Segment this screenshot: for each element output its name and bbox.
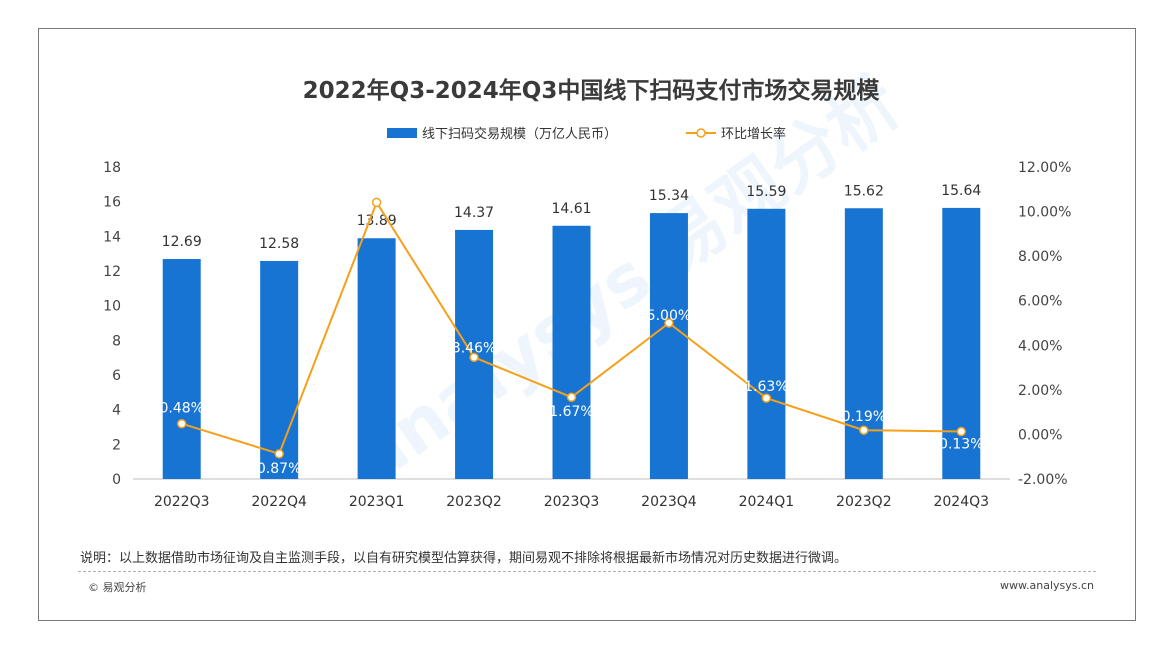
x-tick-label: 2023Q4 — [641, 494, 697, 510]
right-tick-label: 0.00% — [1018, 427, 1062, 443]
x-tick-label: 2023Q2 — [446, 494, 502, 510]
chart-title: 2022年Q3-2024年Q3中国线下扫码支付市场交易规模 — [303, 77, 881, 104]
growth-point — [664, 318, 674, 328]
x-tick-label: 2023Q3 — [544, 494, 600, 510]
right-tick-label: -2.00% — [1018, 472, 1068, 488]
growth-value-label: 0.13% — [939, 437, 983, 453]
growth-point — [371, 197, 382, 208]
right-tick-label: 12.00% — [1018, 160, 1071, 176]
left-tick-label: 18 — [103, 160, 121, 176]
bar-value-label: 13.89 — [357, 213, 397, 229]
left-tick-label: 4 — [112, 403, 121, 419]
growth-value-label: 5.00% — [647, 308, 691, 324]
growth-point — [274, 449, 284, 459]
bar-value-label: 15.34 — [649, 188, 689, 204]
x-tick-label: 2023Q1 — [349, 494, 405, 510]
growth-point — [761, 393, 772, 403]
left-tick-label: 8 — [112, 333, 121, 349]
growth-value-label: 0.19% — [842, 409, 886, 425]
left-tick-label: 10 — [103, 299, 121, 315]
bar-value-label: 15.62 — [844, 183, 884, 199]
legend-line-marker — [696, 128, 706, 138]
right-tick-label: 2.00% — [1018, 383, 1062, 399]
bar-value-label: 12.69 — [162, 234, 202, 250]
left-tick-label: 14 — [103, 229, 121, 245]
growth-value-label: 1.67% — [549, 404, 593, 420]
bar — [649, 213, 688, 479]
bar — [844, 208, 883, 479]
x-tick-label: 2022Q3 — [154, 494, 210, 510]
growth-point — [566, 392, 577, 402]
x-tick-label: 2024Q1 — [739, 494, 795, 510]
right-tick-label: 6.00% — [1018, 294, 1062, 310]
left-tick-label: 12 — [103, 264, 121, 280]
growth-value-label: 0.48% — [159, 401, 203, 417]
bar — [162, 259, 201, 479]
source-url: www.analysys.cn — [1000, 579, 1094, 592]
growth-value-label: 0.87% — [257, 461, 301, 477]
bar — [552, 225, 591, 479]
right-tick-label: 4.00% — [1018, 338, 1062, 354]
legend-line-label: 环比增长率 — [721, 126, 786, 142]
bar-value-label: 15.64 — [941, 183, 981, 199]
bar-value-label: 12.58 — [259, 236, 299, 252]
bar-value-label: 14.61 — [551, 201, 591, 217]
growth-point — [859, 425, 869, 435]
growth-point — [956, 426, 967, 437]
right-tick-label: 8.00% — [1018, 249, 1062, 265]
growth-value-label: 1.63% — [744, 379, 788, 395]
footer-divider — [78, 571, 1096, 572]
left-tick-label: 16 — [103, 195, 121, 211]
footnote: 说明：以上数据借助市场征询及自主监测手段，以自有研究模型估算获得，期间易观不排除… — [80, 551, 848, 566]
bar-value-label: 15.59 — [746, 184, 786, 200]
bar — [357, 238, 396, 479]
copyright: © 易观分析 — [88, 581, 147, 594]
bar — [747, 208, 786, 480]
left-tick-label: 0 — [112, 472, 121, 488]
legend-bar-swatch — [387, 128, 417, 138]
right-tick-label: 10.00% — [1018, 205, 1071, 221]
bar — [260, 260, 299, 479]
x-tick-label: 2022Q4 — [251, 494, 307, 510]
legend-bar-label: 线下扫码交易规模（万亿人民币） — [422, 126, 617, 142]
x-tick-label: 2023Q2 — [836, 494, 892, 510]
growth-point — [469, 352, 479, 363]
left-tick-label: 6 — [112, 368, 121, 384]
left-tick-label: 2 — [112, 437, 121, 453]
bar-value-label: 14.37 — [454, 205, 494, 221]
x-tick-label: 2024Q3 — [933, 494, 989, 510]
growth-point — [176, 418, 187, 429]
growth-value-label: 3.46% — [452, 340, 496, 356]
